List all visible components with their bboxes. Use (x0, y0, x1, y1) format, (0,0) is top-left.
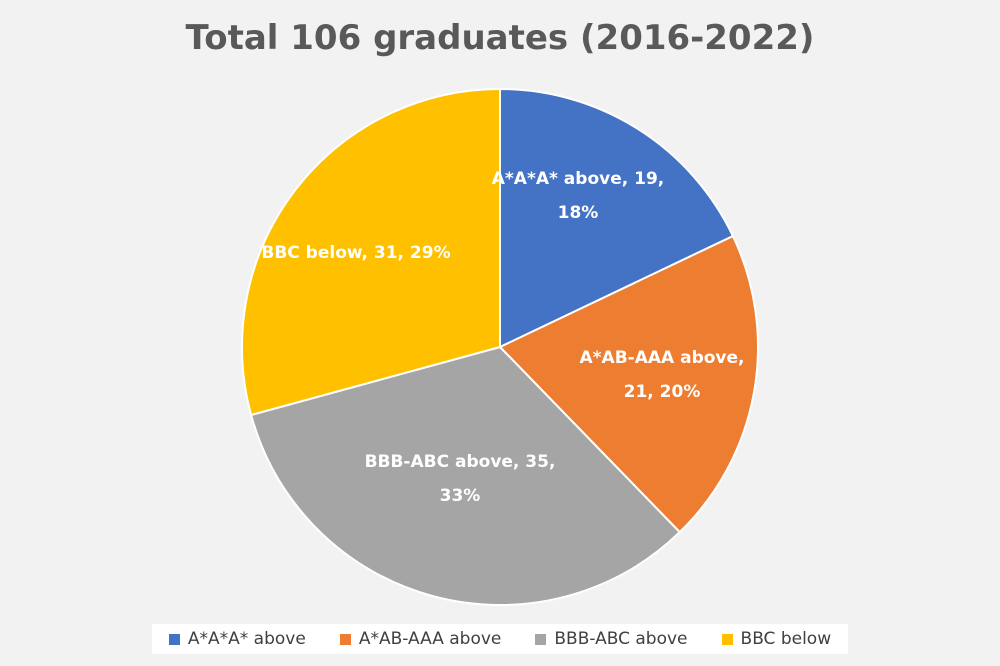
pie-slice-4 (241, 87, 501, 417)
legend-swatch (721, 633, 733, 645)
legend: A*A*A* above A*AB-AAA above BBB-ABC above B… (152, 624, 848, 654)
legend-swatch (535, 633, 547, 645)
legend-item-1: A*A*A* above (168, 629, 306, 649)
slice-data-label-1: A*A*A* above, 19, 18% (492, 169, 664, 223)
legend-label: A*A*A* above (187, 629, 306, 649)
legend-swatch (339, 633, 351, 645)
legend-item-4: BBC below (721, 629, 832, 649)
legend-label: BBB-ABC above (554, 629, 688, 649)
slice-data-label-4: BBC below, 31, 29% (261, 243, 450, 263)
slice-data-label-3: BBB-ABC above, 35, 33% (365, 452, 556, 506)
legend-item-2: A*AB-AAA above (339, 629, 502, 649)
legend-label: BBC below (740, 629, 832, 649)
pie-slice-2 (498, 234, 759, 534)
slice-data-label-2: A*AB-AAA above, 21, 20% (580, 348, 745, 402)
pie-slice-3 (249, 345, 682, 606)
legend-swatch (168, 633, 180, 645)
legend-label: A*AB-AAA above (358, 629, 502, 649)
legend-item-3: BBB-ABC above (535, 629, 688, 649)
pie-slice-1 (499, 87, 735, 349)
chart-title: Total 106 graduates (2016-2022) (185, 18, 815, 58)
